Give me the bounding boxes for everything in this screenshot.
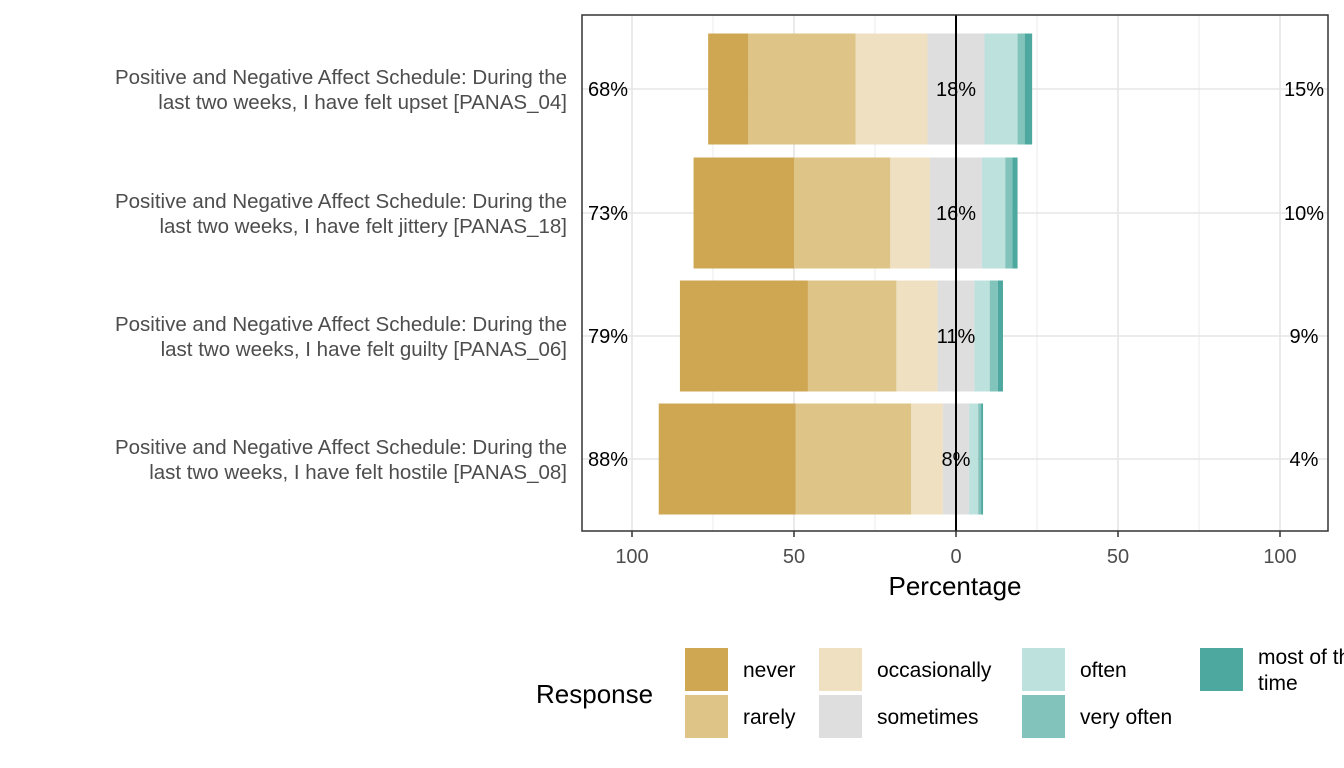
legend-swatch-occasionally xyxy=(819,648,862,691)
category-label-line2: last two weeks, I have felt upset [PANAS… xyxy=(158,91,567,114)
bar-segment-rarely xyxy=(794,157,891,269)
category-labels: Positive and Negative Affect Schedule: D… xyxy=(115,66,567,484)
high-percent-label: 9% xyxy=(1290,326,1319,348)
legend-label: sometimes xyxy=(877,706,979,729)
low-percent-label: 73% xyxy=(588,203,628,225)
legend-swatch-rarely xyxy=(685,695,728,738)
low-percent-label: 88% xyxy=(588,449,628,471)
x-tick-label: 100 xyxy=(1263,546,1296,568)
legend-label: never xyxy=(743,659,796,682)
bar-segment-very-often xyxy=(1005,157,1013,269)
mid-percent-label: 8% xyxy=(942,449,971,471)
legend-label: often xyxy=(1080,659,1127,682)
x-axis-ticks: 100 50 0 50 100 xyxy=(615,531,1297,568)
panel-border xyxy=(581,14,1329,532)
legend-swatch-never xyxy=(685,648,728,691)
bar-segment-rarely xyxy=(748,33,856,145)
bar-segment-often xyxy=(981,157,1006,269)
category-label-line1: Positive and Negative Affect Schedule: D… xyxy=(115,190,567,213)
legend-label: rarely xyxy=(743,706,796,729)
percent-labels: 68% 18% 15% 73% 16% 10% 79% 11% 9% 88% 8% 4% xyxy=(588,79,1324,471)
legend-label: most of thetime xyxy=(1258,646,1344,695)
category-label-line2: last two weeks, I have felt guilty [PANA… xyxy=(161,338,567,361)
mid-percent-label: 18% xyxy=(936,79,976,101)
high-percent-label: 10% xyxy=(1284,203,1324,225)
bar-segment-often xyxy=(984,33,1018,145)
legend-label: very often xyxy=(1080,706,1172,729)
bar-segment-most-of-the-time xyxy=(981,403,984,515)
bar-segment-most-of-the-time xyxy=(997,280,1003,392)
bar-segment-never xyxy=(708,33,749,145)
legend: Response never rarely occasionally sometime… xyxy=(536,646,1344,738)
bar-segment-never xyxy=(693,157,794,269)
bar-segment-most-of-the-time xyxy=(1012,157,1018,269)
x-tick-label: 0 xyxy=(950,546,961,568)
low-percent-label: 68% xyxy=(588,79,628,101)
bar-segment-never xyxy=(658,403,796,515)
category-label-line1: Positive and Negative Affect Schedule: D… xyxy=(115,436,567,459)
category-label-line1: Positive and Negative Affect Schedule: D… xyxy=(115,313,567,336)
category-label-line2: last two weeks, I have felt jittery [PAN… xyxy=(159,215,567,238)
mid-percent-label: 11% xyxy=(937,326,976,348)
bar-segment-rarely xyxy=(795,403,912,515)
bar-segment-very-often xyxy=(989,280,998,392)
x-tick-label: 100 xyxy=(615,546,648,568)
bar-segment-most-of-the-time xyxy=(1024,33,1033,145)
mid-percent-label: 16% xyxy=(936,203,976,225)
x-tick-label: 50 xyxy=(783,546,805,568)
bar-segment-rarely xyxy=(807,280,897,392)
category-label-line1: Positive and Negative Affect Schedule: D… xyxy=(115,66,567,89)
bar-segment-occasionally xyxy=(896,280,938,392)
legend-swatch-very-often xyxy=(1022,695,1065,738)
bar-segments xyxy=(658,33,1033,515)
bar-segment-often xyxy=(974,280,990,392)
bar-segment-occasionally xyxy=(911,403,943,515)
bar-segment-never xyxy=(679,280,808,392)
x-axis-title: Percentage xyxy=(889,571,1022,601)
legend-swatch-most-of-the-time xyxy=(1200,648,1243,691)
high-percent-label: 4% xyxy=(1290,449,1319,471)
bar-segment-occasionally xyxy=(855,33,928,145)
legend-label: occasionally xyxy=(877,659,992,682)
category-label-line2: last two weeks, I have felt hostile [PAN… xyxy=(149,461,567,484)
legend-title: Response xyxy=(536,679,653,709)
bar-segment-very-often xyxy=(978,403,982,515)
high-percent-label: 15% xyxy=(1284,79,1324,101)
x-tick-label: 50 xyxy=(1107,546,1129,568)
bar-segment-very-often xyxy=(1017,33,1025,145)
legend-swatch-often xyxy=(1022,648,1065,691)
bar-segment-occasionally xyxy=(890,157,931,269)
low-percent-label: 79% xyxy=(588,326,628,348)
legend-swatch-sometimes xyxy=(819,695,862,738)
bar-segment-often xyxy=(969,403,979,515)
